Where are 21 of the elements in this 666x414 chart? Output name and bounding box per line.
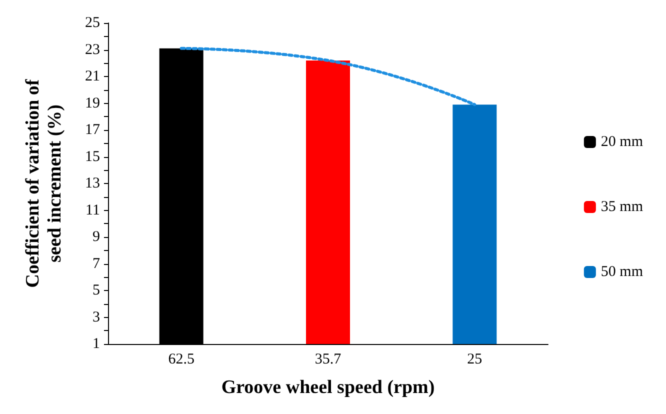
y-tick-label: 7 — [92, 256, 100, 272]
y-tick-label: 5 — [92, 282, 100, 298]
y-tick-label: 23 — [85, 42, 100, 58]
legend-label: 35 mm — [600, 199, 644, 215]
x-tick-label: 62.5 — [168, 352, 194, 368]
y-tick-label: 1 — [92, 336, 100, 352]
y-tick-label: 25 — [85, 15, 100, 31]
y-tick-label: 15 — [85, 148, 100, 165]
y-tick-label: 17 — [85, 122, 100, 138]
legend-label: 50 mm — [600, 264, 644, 280]
y-tick-label: 9 — [92, 229, 100, 245]
y-axis-title: Coefficient of variation of seed increment (%) — [22, 78, 66, 288]
y-tick-label: 19 — [85, 95, 100, 112]
y-tick-label: 13 — [85, 176, 100, 192]
legend-label: 20 mm — [600, 134, 644, 150]
y-tick-label: 11 — [86, 202, 100, 218]
y-tick-label: 21 — [85, 68, 100, 84]
x-tick-label: 35.7 — [314, 352, 342, 368]
y-tick-label: 3 — [92, 309, 100, 326]
x-tick-label: 25 — [467, 352, 482, 368]
x-axis-title: Groove wheel speed (rpm) — [221, 377, 435, 398]
